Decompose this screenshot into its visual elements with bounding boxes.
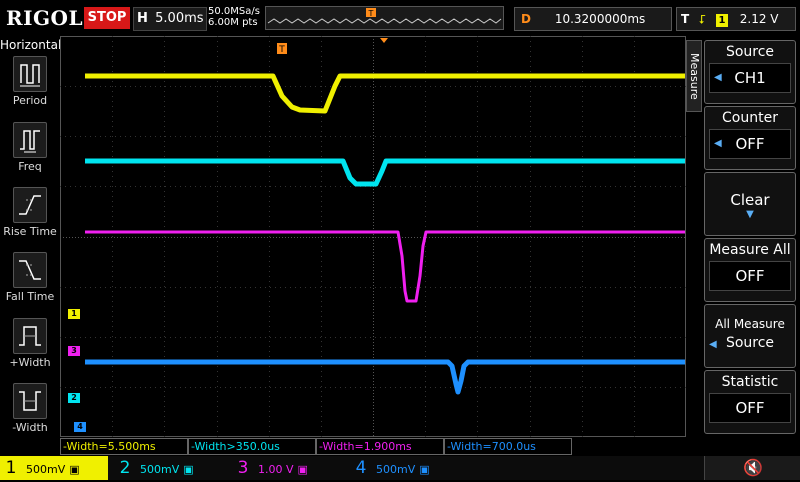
counter-value-text: OFF [735, 135, 765, 153]
ch1-scale: 500mV [26, 463, 66, 476]
period-label: Period [12, 94, 48, 107]
memory-position-bar[interactable]: T [265, 6, 504, 30]
statistic-title: Statistic [721, 374, 779, 390]
fall-time-icon [13, 252, 47, 288]
rise-time-button[interactable]: Rise Time [0, 187, 60, 238]
trigger-key: T [681, 12, 690, 26]
left-menu-title: Horizontal [0, 38, 62, 52]
measurement-ch4[interactable]: -Width=700.0us [444, 438, 572, 455]
ch3-scale: 1.00 V [258, 463, 294, 476]
trigger-position-label: T [368, 9, 374, 18]
expand-left-icon: ◀ [714, 138, 722, 149]
trigger-indicator[interactable]: T ⮦ 1 2.12 V [676, 7, 796, 31]
measure-menu-tab[interactable]: Measure [686, 40, 702, 112]
source-value-text: CH1 [734, 69, 766, 87]
ch2-number: 2 [119, 458, 131, 478]
counter-value: ◀ OFF [709, 129, 791, 159]
freq-button[interactable]: Freq [0, 122, 60, 173]
fall-time-label: Fall Time [5, 290, 55, 303]
waveform-display[interactable]: T [60, 36, 686, 437]
speaker-mute-icon[interactable]: 🔇 [704, 456, 800, 480]
clear-title: Clear [730, 191, 770, 209]
delay-key: D [517, 8, 535, 30]
expand-left-icon: ◀ [709, 339, 717, 350]
measure-all-title: Measure All [709, 242, 791, 258]
ch2-bandwidth-icon: ▣ [183, 463, 194, 476]
statistic-value: OFF [709, 393, 791, 423]
timebase-value: 5.00ms [155, 11, 204, 26]
measurement-ch3[interactable]: -Width=1.900ms [316, 438, 444, 455]
positive-width-button[interactable]: +Width [0, 318, 60, 369]
clear-button[interactable]: Clear ▼ [704, 172, 796, 236]
falling-edge-icon: ⮦ [699, 12, 707, 26]
period-button[interactable]: Period [0, 56, 60, 107]
negative-width-label: -Width [12, 421, 48, 434]
positive-width-icon [13, 318, 47, 354]
expand-down-icon: ▼ [746, 209, 754, 220]
trigger-position-marker [277, 43, 287, 54]
ch3-bandwidth-icon: ▣ [297, 463, 308, 476]
rise-time-label: Rise Time [3, 225, 57, 238]
ch4-number: 4 [355, 458, 367, 478]
negative-width-button[interactable]: -Width [0, 383, 60, 434]
channel-bar [0, 456, 800, 480]
frequency-icon [13, 122, 47, 158]
horizontal-key: H [137, 11, 148, 26]
delay-indicator[interactable]: D 10.3200000ms [514, 7, 672, 31]
measure-all-button[interactable]: Measure All OFF [704, 238, 796, 302]
positive-width-label: +Width [9, 356, 51, 369]
all-measure-line2: Source [725, 335, 775, 351]
delay-value: 10.3200000ms [554, 12, 646, 26]
run-stop-button[interactable]: STOP [84, 7, 130, 29]
all-measure-source-button[interactable]: ◀ All Measure Source [704, 304, 796, 368]
period-icon [13, 56, 47, 92]
ch1-status[interactable]: 1 500mV ▣ [0, 456, 108, 480]
source-button[interactable]: Source ◀ CH1 [704, 40, 796, 104]
ch3-status[interactable]: 3 1.00 V ▣ [232, 456, 340, 480]
measurement-ch1[interactable]: -Width=5.500ms [60, 438, 188, 455]
ch3-waveform [85, 230, 685, 303]
all-measure-line1: All Measure [715, 317, 785, 331]
freq-label: Freq [18, 160, 42, 173]
ch2-status[interactable]: 2 500mV ▣ [114, 456, 222, 480]
sample-rate: 50.0MSa/s [208, 6, 260, 17]
ch4-waveform [85, 359, 685, 395]
negative-width-icon [13, 383, 47, 419]
trigger-source: 1 [715, 14, 728, 27]
ch2-waveform [85, 158, 685, 187]
trigger-delay-marker-icon [380, 38, 388, 43]
ch2-offset-marker[interactable]: 2 [68, 393, 80, 403]
source-title: Source [725, 44, 775, 60]
measure-all-value: OFF [709, 261, 791, 291]
trigger-position-icon [366, 8, 376, 17]
memory-waveform-preview: T [267, 8, 502, 24]
ch1-offset-marker[interactable]: 1 [68, 309, 80, 319]
ch4-bandwidth-icon: ▣ [419, 463, 430, 476]
timebase-indicator[interactable]: H 5.00ms [133, 7, 207, 31]
memory-depth: 6.00M pts [208, 17, 258, 28]
acquisition-info: 50.0MSa/s 6.00M pts [208, 6, 260, 28]
trigger-level: 2.12 V [739, 12, 779, 26]
ch4-scale: 500mV [376, 463, 416, 476]
ch3-offset-marker[interactable]: 3 [68, 346, 80, 356]
ch1-bandwidth-icon: ▣ [69, 463, 80, 476]
ch3-number: 3 [237, 458, 249, 478]
counter-button[interactable]: Counter ◀ OFF [704, 106, 796, 170]
ch1-waveform [85, 73, 685, 114]
measurement-ch2[interactable]: -Width>350.0us [188, 438, 316, 455]
expand-left-icon: ◀ [714, 72, 722, 83]
brand-logo: RIGOL [6, 6, 84, 30]
ch4-offset-marker[interactable]: 4 [74, 422, 86, 432]
source-value: ◀ CH1 [709, 63, 791, 93]
ch2-scale: 500mV [140, 463, 180, 476]
fall-time-button[interactable]: Fall Time [0, 252, 60, 303]
trigger-position-marker-label: T [278, 45, 285, 55]
counter-title: Counter [722, 110, 778, 126]
graticule: T [60, 36, 686, 437]
ch1-number: 1 [5, 458, 17, 478]
statistic-button[interactable]: Statistic OFF [704, 370, 796, 434]
ch4-status[interactable]: 4 500mV ▣ [350, 456, 458, 480]
rise-time-icon [13, 187, 47, 223]
